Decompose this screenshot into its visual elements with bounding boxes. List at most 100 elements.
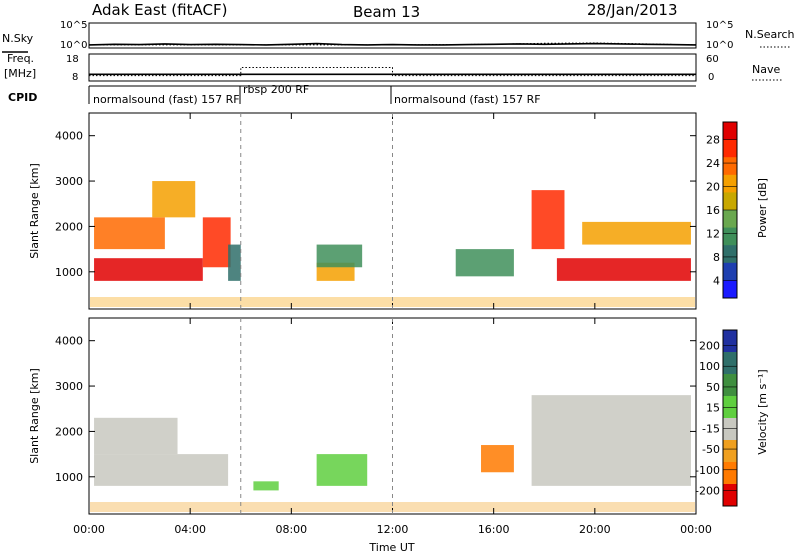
- colorbar-segment: [723, 396, 737, 419]
- ytick-label: 1000: [55, 266, 83, 279]
- colorbar-tick-label: 24: [706, 157, 720, 170]
- cpid-segment-3: normalsound (fast) 157 RF: [394, 93, 541, 106]
- freq-ytick-top: 18: [66, 54, 79, 65]
- velocity-heatmap: [90, 395, 695, 512]
- near-range-scatter: [90, 502, 695, 512]
- ytick-label: 3000: [55, 380, 83, 393]
- colorbar-segment: [723, 192, 737, 211]
- colorbar-segment: [723, 122, 737, 141]
- station-title: Adak East (fitACF): [92, 1, 227, 19]
- nave-series: [89, 67, 696, 77]
- freq-label-1: Freq.: [7, 52, 34, 65]
- colorbar-tick-label: 50: [706, 381, 720, 394]
- colorbar-tick-label: 16: [706, 204, 720, 217]
- beam-title: Beam 13: [353, 3, 420, 21]
- colorbar-tick-label: 28: [706, 134, 720, 147]
- date-title: 28/Jan/2013: [587, 1, 678, 19]
- heatmap-region-0: [94, 258, 203, 281]
- heatmap-region-4: [481, 445, 514, 473]
- noise-series-layer: [88, 42, 697, 46]
- heatmap-region-4: [228, 244, 241, 281]
- noise-panel-frame: [88, 22, 697, 49]
- heatmap-region-10: [582, 221, 691, 245]
- velocity-axes: 4000 3000 2000 1000 00:00 04:00 08:00 12:00 16:0…: [55, 318, 712, 536]
- cpid-segments: normalsound (fast) 157 RF rbsp 200 RF no…: [88, 83, 541, 106]
- heatmap-region-8: [531, 190, 565, 250]
- xtick-label: 12:00: [377, 523, 409, 536]
- heatmap-region-1: [94, 417, 178, 455]
- near-range-scatter: [90, 297, 695, 307]
- freq-label-2: [MHz]: [4, 67, 36, 80]
- heatmap-region-5: [531, 395, 691, 486]
- colorbar-tick-label: 200: [699, 340, 720, 353]
- colorbar-frame: [722, 329, 738, 507]
- heatmap-region-7: [455, 249, 514, 277]
- velocity-ylabel: Slant Range [km]: [28, 368, 41, 464]
- colorbar-tick-label: 100: [699, 360, 720, 373]
- frequency-series-layer: [89, 67, 696, 77]
- power-axes: 4000 3000 2000 1000: [55, 113, 697, 309]
- ytick-label: 2000: [55, 220, 83, 233]
- colorbar-tick-label: -200: [695, 484, 720, 497]
- colorbar-segment: [723, 484, 737, 507]
- xtick-label: 16:00: [478, 523, 510, 536]
- noise-ytick-right-bottom: 10^0: [706, 40, 733, 51]
- nsky-series: [88, 42, 697, 46]
- xtick-label: 00:00: [680, 523, 712, 536]
- colorbar-segment: [723, 227, 737, 246]
- colorbar-segment: [723, 245, 737, 264]
- freq-ytick-bottom: 8: [72, 72, 78, 83]
- colorbar-tick-label: 4: [713, 274, 720, 287]
- heatmap-region-0: [94, 454, 229, 486]
- noise-ytick-bottom: 10^0: [60, 40, 87, 51]
- ytick-label: 2000: [55, 425, 83, 438]
- colorbar-segment: [723, 139, 737, 158]
- ytick-label: 4000: [55, 130, 83, 143]
- colorbar-segment: [723, 280, 737, 299]
- power-heatmap: [90, 181, 695, 307]
- xtick-label: 00:00: [73, 523, 105, 536]
- noise-ytick-top: 10^5: [60, 20, 87, 31]
- cpid-segment-1: normalsound (fast) 157 RF: [93, 93, 240, 106]
- colorbar-tick-label: 15: [706, 402, 720, 415]
- cpid-label: CPID: [8, 91, 37, 104]
- noise-ytick-right-top: 10^5: [706, 20, 733, 31]
- power-colorbar: 28 24 20 16 12 8 4: [706, 121, 738, 299]
- heatmap-region-3: [202, 217, 231, 268]
- heatmap-region-6: [316, 244, 363, 268]
- colorbar-segment: [723, 262, 737, 281]
- power-ylabel: Slant Range [km]: [28, 163, 41, 259]
- colorbar-tick-label: 20: [706, 181, 720, 194]
- colorbar-segment: [723, 210, 737, 229]
- colorbar-segment: [723, 440, 737, 463]
- colorbar-tick-label: 12: [706, 227, 720, 240]
- colorbar-segment: [723, 462, 737, 485]
- colorbar-tick-label: -100: [695, 464, 720, 477]
- heatmap-region-1: [94, 217, 165, 250]
- velocity-colorbar-label: Velocity [m s⁻¹]: [756, 369, 769, 454]
- freq-ytick-right-top: 60: [706, 54, 719, 65]
- frequency-panel-frame: [88, 53, 697, 82]
- heatmap-region-9: [556, 258, 691, 281]
- ytick-label: 1000: [55, 471, 83, 484]
- velocity-xlabel: Time UT: [368, 541, 414, 554]
- colorbar-segment: [723, 374, 737, 397]
- ytick-label: 4000: [55, 335, 83, 348]
- xtick-label: 08:00: [275, 523, 307, 536]
- velocity-colorbar: 200 100 50 15 -15 -50 -100 -200: [695, 329, 738, 507]
- xtick-label: 20:00: [579, 523, 611, 536]
- nsearch-series: [89, 42, 697, 46]
- colorbar-segment: [723, 418, 737, 441]
- heatmap-region-2: [316, 454, 368, 486]
- cpid-segment-2: rbsp 200 RF: [243, 83, 309, 96]
- nave-label: Nave: [752, 63, 780, 76]
- colorbar-tick-label: 8: [713, 251, 720, 264]
- heatmap-region-2: [152, 181, 196, 218]
- colorbar-segment: [723, 174, 737, 193]
- colorbar-segment: [723, 330, 737, 353]
- freq-ytick-right-bottom: 0: [708, 72, 714, 83]
- colorbar-tick-label: -50: [702, 443, 720, 456]
- nsky-label: N.Sky: [2, 32, 34, 45]
